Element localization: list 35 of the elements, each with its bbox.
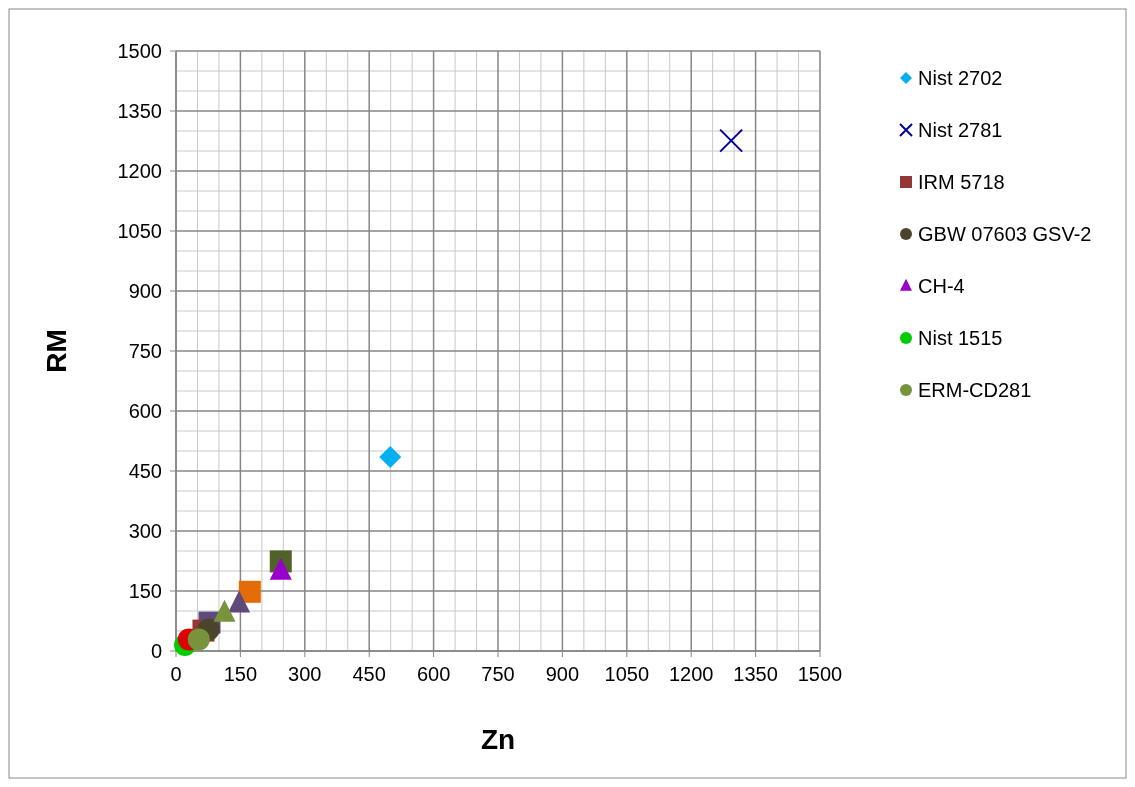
point xyxy=(719,128,744,153)
legend-label: Nist 2781 xyxy=(918,119,1003,141)
y-tick-label: 0 xyxy=(150,640,162,662)
legend-label: GBW 07603 GSV-2 xyxy=(918,223,1092,245)
legend-label: CH-4 xyxy=(918,275,965,297)
legend-label: IRM 5718 xyxy=(918,171,1005,193)
y-axis-title: RM xyxy=(41,329,72,373)
legend-label: Nist 1515 xyxy=(918,327,1003,349)
x-tick-label: 450 xyxy=(352,663,386,685)
x-tick-label: 1350 xyxy=(733,663,778,685)
x-tick-label: 0 xyxy=(170,663,182,685)
x-axis-title: Zn xyxy=(480,724,516,755)
x-tick-label: 900 xyxy=(545,663,580,685)
x-tick-label: 300 xyxy=(288,663,322,685)
y-tick-label: 150 xyxy=(128,580,162,602)
x-tick-label: 750 xyxy=(481,663,515,685)
y-tick-label: 1200 xyxy=(117,160,162,182)
point xyxy=(187,628,210,651)
point xyxy=(238,580,261,603)
y-tick-label: 450 xyxy=(128,460,162,482)
y-tick-label: 1350 xyxy=(117,100,162,122)
x-tick-label: 1050 xyxy=(604,663,650,685)
x-tick-label: 1200 xyxy=(668,663,714,685)
y-tick-label: 1050 xyxy=(117,220,162,242)
x-tick-label: 150 xyxy=(223,663,258,685)
y-tick-label: 300 xyxy=(128,520,162,542)
y-tick-label: 900 xyxy=(128,280,162,302)
point xyxy=(379,446,402,468)
y-tick-label: 1500 xyxy=(117,40,162,62)
legend-label: ERM-CD281 xyxy=(918,379,1032,401)
legend-label: Nist 2702 xyxy=(918,67,1003,89)
y-tick-label: 600 xyxy=(128,400,162,422)
x-tick-label: 1500 xyxy=(797,663,843,685)
y-tick-label: 750 xyxy=(128,340,162,362)
x-tick-label: 600 xyxy=(416,663,451,685)
